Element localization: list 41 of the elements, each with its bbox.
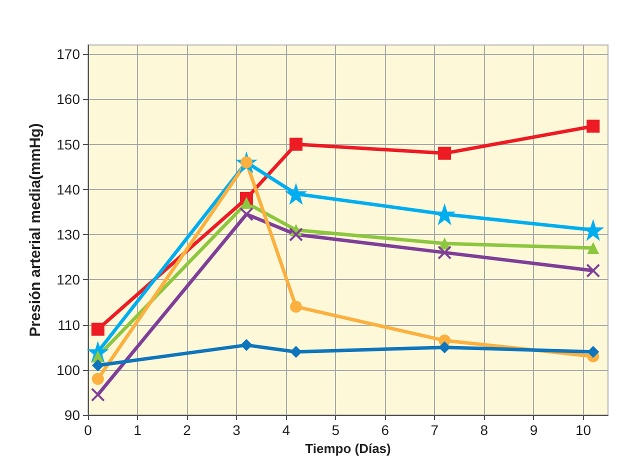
y-tick-label: 160 xyxy=(56,91,80,108)
y-tick-label: 130 xyxy=(56,226,80,243)
x-tick-label: 4 xyxy=(282,422,290,438)
y-tick-label: 110 xyxy=(58,316,80,333)
x-tick-label: 9 xyxy=(530,422,538,438)
point xyxy=(582,219,604,241)
point xyxy=(92,372,104,385)
point xyxy=(586,264,600,278)
point xyxy=(587,346,600,358)
y-tick-label: 150 xyxy=(56,136,80,152)
point xyxy=(92,359,104,372)
x-axis-title: Tiempo (Días) xyxy=(305,440,391,456)
point xyxy=(285,182,307,205)
point xyxy=(289,228,303,242)
point xyxy=(90,388,105,402)
x-tick-label: 1 xyxy=(134,422,142,438)
x-tick-label: 10 xyxy=(575,422,592,438)
y-tick-label: 90 xyxy=(64,407,80,423)
y-tick-label: 140 xyxy=(56,181,80,198)
point xyxy=(91,322,104,336)
x-tick-label: 5 xyxy=(332,422,340,438)
point xyxy=(240,339,252,352)
x-tick-label: 0 xyxy=(84,422,92,438)
point xyxy=(438,246,452,260)
point xyxy=(290,138,302,151)
point xyxy=(290,300,302,313)
x-tick-label: 8 xyxy=(480,422,488,438)
x-tick-label: 3 xyxy=(232,422,241,438)
point xyxy=(438,341,451,354)
point xyxy=(586,120,600,133)
y-tick-label: 170 xyxy=(56,46,80,62)
y-axis-title: Presión arterial media(mmHg) xyxy=(27,123,44,337)
x-tick-label: 7 xyxy=(430,422,439,438)
y-tick-label: 100 xyxy=(56,362,80,378)
point xyxy=(290,346,302,358)
y-tick-label: 120 xyxy=(56,272,80,288)
point xyxy=(587,242,600,254)
point xyxy=(438,146,452,160)
x-tick-label: 6 xyxy=(381,422,390,438)
point xyxy=(239,207,254,222)
x-tick-label: 2 xyxy=(183,422,192,438)
